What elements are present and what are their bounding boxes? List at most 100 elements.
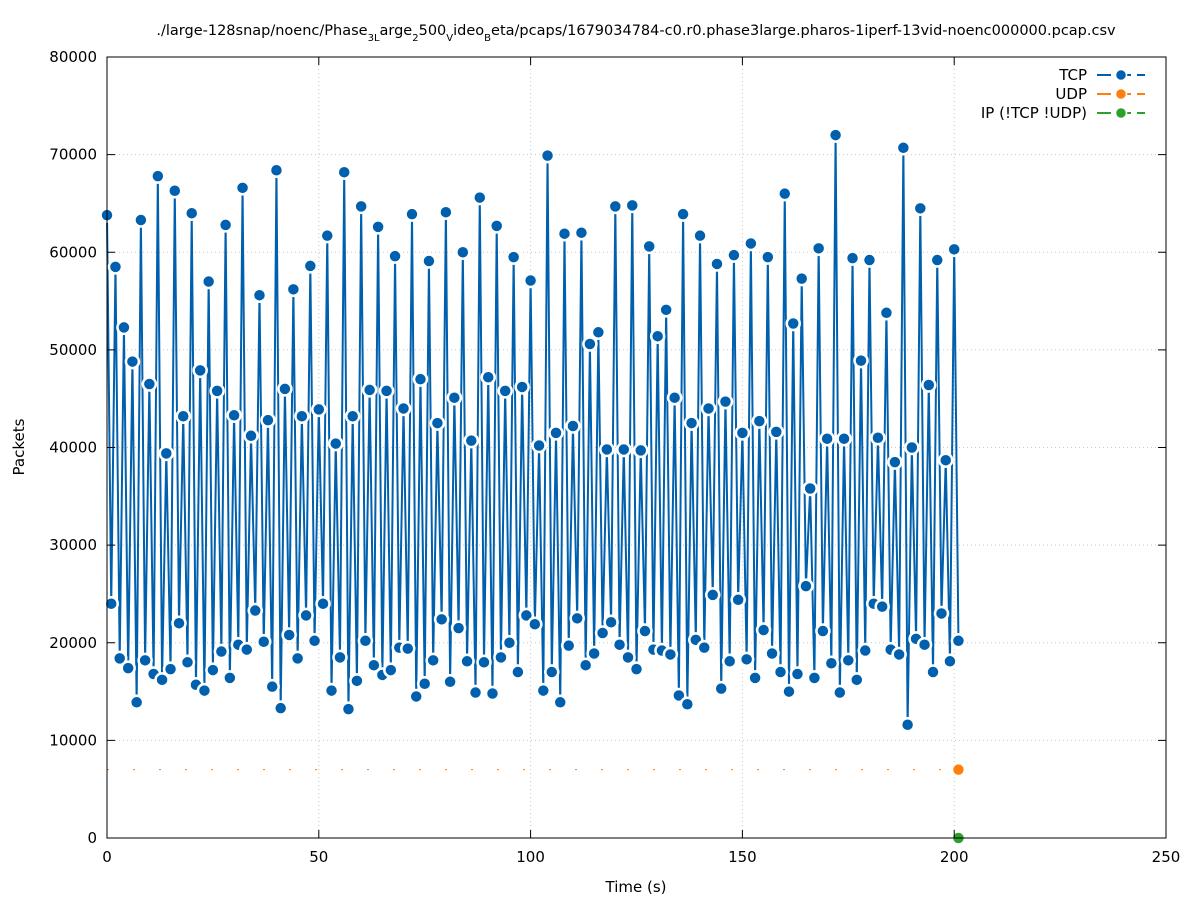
- tcp-point: [433, 611, 450, 628]
- y-tick-label: 60000: [49, 243, 97, 261]
- y-tick-label: 80000: [49, 48, 97, 66]
- tcp-point: [349, 673, 365, 689]
- tcp-point: [192, 362, 208, 379]
- tcp-point: [806, 670, 823, 686]
- tcp-point: [124, 353, 141, 370]
- tcp-point: [137, 652, 153, 669]
- tcp-point: [916, 636, 933, 653]
- tcp-point: [531, 437, 547, 454]
- tcp-point: [734, 425, 751, 441]
- tcp-point: [565, 418, 581, 434]
- tcp-point: [925, 664, 941, 680]
- tcp-point: [658, 302, 674, 318]
- tcp-point: [755, 622, 772, 638]
- tcp-point: [488, 218, 505, 234]
- title-part-4: 500: [419, 23, 447, 39]
- tcp-point: [827, 127, 844, 143]
- tcp-point: [798, 578, 814, 594]
- tcp-point: [844, 250, 861, 266]
- title-part-6: ideo: [453, 23, 484, 39]
- tcp-point: [573, 224, 590, 241]
- tcp-point: [641, 238, 657, 255]
- tcp-point: [539, 147, 556, 164]
- tcp-point: [552, 694, 569, 711]
- tcp-point: [400, 640, 416, 657]
- tcp-point: [777, 185, 793, 202]
- tcp-point: [450, 620, 467, 636]
- tcp-point: [209, 383, 225, 399]
- tcp-point: [438, 204, 454, 220]
- legend-label: IP (!TCP !UDP): [981, 104, 1087, 122]
- tcp-point: [607, 198, 624, 215]
- tcp-point: [243, 428, 259, 444]
- legend-label: TCP: [1058, 66, 1087, 84]
- legend-marker: [1114, 87, 1128, 101]
- y-tick-label: 20000: [49, 634, 97, 652]
- tcp-point: [141, 376, 158, 392]
- y-tick-label: 0: [87, 829, 97, 847]
- tcp-point: [662, 646, 679, 663]
- tcp-point: [501, 635, 518, 651]
- tcp-point: [764, 645, 780, 662]
- tcp-series-line: [106, 134, 960, 726]
- tcp-point: [311, 401, 327, 418]
- tcp-point: [747, 670, 763, 686]
- tcp-point: [717, 393, 734, 410]
- tcp-point: [823, 655, 840, 672]
- tcp-point: [306, 633, 323, 649]
- tcp-point: [548, 425, 564, 441]
- tcp-point: [205, 662, 221, 678]
- tcp-point: [239, 641, 255, 658]
- tcp-point: [616, 441, 632, 458]
- tcp-point: [226, 407, 242, 424]
- y-axis-label: Packets: [10, 418, 28, 475]
- tcp-point: [781, 683, 797, 700]
- tcp-point: [344, 408, 361, 425]
- tcp-point: [480, 369, 496, 385]
- tcp-point: [751, 413, 768, 429]
- tcp-point: [200, 273, 217, 290]
- tcp-point: [713, 680, 729, 697]
- tcp-point: [264, 678, 280, 695]
- tcp-point: [942, 653, 958, 670]
- legend-label: UDP: [1055, 85, 1087, 103]
- y-tick-label: 50000: [49, 341, 97, 359]
- tcp-point: [167, 182, 183, 199]
- tcp-point: [921, 377, 937, 393]
- title-part-0: ./large-128snap/noenc/Phase: [156, 23, 367, 39]
- tcp-point: [463, 432, 480, 449]
- tcp-point: [268, 162, 285, 178]
- tcp-point: [150, 168, 166, 184]
- tcp-point: [840, 652, 857, 669]
- y-tick-label: 30000: [49, 536, 97, 554]
- tcp-point: [196, 682, 213, 699]
- tcp-point: [560, 637, 577, 654]
- title-part-8: eta/pcaps/1679034784-c0.r0.phase3large.p…: [491, 23, 1116, 39]
- tcp-point: [861, 252, 878, 268]
- tcp-point: [361, 382, 378, 398]
- tcp-point: [383, 662, 399, 678]
- tcp-point: [785, 315, 801, 332]
- tcp-point: [721, 653, 738, 670]
- tcp-point: [815, 623, 831, 639]
- tcp-point: [425, 652, 441, 669]
- tcp-point: [222, 670, 238, 686]
- tcp-point: [476, 654, 492, 671]
- tcp-point: [497, 383, 513, 399]
- tcp-point: [505, 249, 522, 265]
- tcp-point: [175, 408, 191, 425]
- y-tick-label: 10000: [49, 731, 97, 749]
- tcp-point: [472, 189, 488, 206]
- tcp-point: [302, 258, 319, 274]
- title-part-2: arge: [380, 23, 413, 39]
- x-tick-label: 50: [309, 848, 328, 866]
- tcp-point: [319, 227, 336, 244]
- tcp-point: [522, 272, 539, 289]
- tcp-point: [247, 602, 264, 619]
- tcp-point: [586, 645, 602, 662]
- tcp-point: [704, 587, 721, 603]
- x-tick-label: 250: [1152, 848, 1181, 866]
- tcp-point: [836, 430, 852, 447]
